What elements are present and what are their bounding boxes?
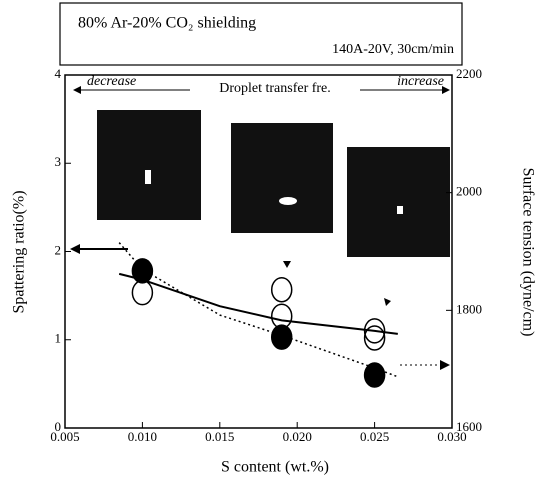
y2-axis-label: Surface tension (dyne/cm) (519, 168, 536, 337)
data-point (270, 324, 293, 350)
y-tick-label: 1 (55, 331, 62, 346)
droplet (145, 170, 151, 184)
header-box (59, 2, 463, 66)
x-tick-label: 0.015 (205, 429, 234, 444)
data-point (131, 279, 154, 306)
y-tick-label: 4 (55, 66, 62, 81)
droplet-image (347, 147, 450, 257)
y-tick-label: 2 (55, 242, 62, 257)
annotation: decrease (87, 74, 136, 89)
droplet-image (231, 123, 333, 233)
y2-tick-label: 1600 (456, 419, 482, 434)
marker-triangle (283, 261, 291, 268)
fit-line (118, 272, 398, 335)
annotation: increase (397, 74, 444, 89)
y-tick-label: 0 (55, 419, 62, 434)
data-point (363, 318, 386, 344)
y-tick-label: 3 (55, 154, 62, 169)
data-point (363, 362, 386, 388)
y-axis-label: Spattering ratio(%) (11, 190, 28, 313)
annotation: Droplet transfer fre. (219, 81, 331, 96)
x-tick-label: 0.030 (437, 429, 466, 444)
arrow-head (440, 360, 450, 370)
chart-subtitle: 140A-20V, 30cm/min (332, 42, 454, 57)
y2-tick-label: 1800 (456, 301, 482, 316)
droplet-image (97, 110, 201, 220)
chart-title: 80% Ar-20% CO₂ shielding (78, 15, 256, 32)
data-point (270, 303, 293, 329)
droplet (279, 197, 297, 205)
x-tick-label: 0.025 (360, 429, 389, 444)
arrow-head (70, 244, 80, 254)
y2-tick-label: 2200 (456, 66, 482, 81)
fit-line (118, 242, 399, 378)
marker-triangle (384, 298, 391, 306)
y2-tick-label: 2000 (456, 184, 482, 199)
data-point (131, 258, 154, 284)
x-axis-label: S content (wt.%) (221, 459, 329, 476)
x-tick-label: 0.010 (128, 429, 157, 444)
x-tick-label: 0.005 (50, 429, 79, 444)
data-point (363, 325, 386, 351)
arrow-head (73, 86, 81, 94)
data-point (270, 276, 293, 303)
x-tick-label: 0.020 (283, 429, 312, 444)
arrow-head (442, 86, 450, 94)
droplet (397, 206, 403, 214)
